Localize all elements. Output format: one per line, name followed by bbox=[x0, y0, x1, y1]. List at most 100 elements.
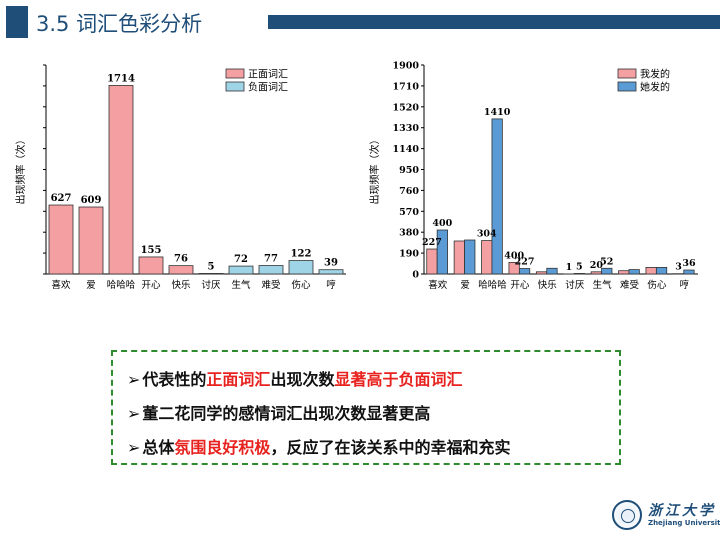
y-tick-label: 760 bbox=[399, 186, 419, 197]
x-tick-label: 快乐 bbox=[538, 279, 558, 291]
bar bbox=[426, 248, 438, 275]
x-tick-label: 讨厌 bbox=[565, 279, 585, 291]
bar bbox=[645, 266, 657, 275]
university-logo: 浙江大学 Zhejiang University bbox=[612, 500, 720, 533]
bar bbox=[618, 270, 630, 275]
data-label: 609 bbox=[81, 195, 102, 206]
data-label: 5 bbox=[208, 261, 215, 272]
y-axis-label: 出现频率（次） bbox=[14, 135, 27, 205]
chart-sender-comparison: 0 190 380 570 760 950 1140 1330 1520 1710 1900 出现频率… bbox=[360, 55, 705, 309]
data-label: 20 bbox=[590, 260, 604, 271]
data-label: 52 bbox=[600, 256, 613, 267]
data-label: 77 bbox=[264, 254, 278, 265]
y-tick-label: 1900 bbox=[393, 61, 420, 72]
x-tick-label: 难受 bbox=[261, 279, 280, 291]
x-tick-label: 开心 bbox=[510, 280, 530, 291]
y-tick-label: 1710 bbox=[393, 81, 420, 92]
x-tick-label: 伤心 bbox=[291, 279, 311, 291]
bar bbox=[464, 239, 476, 275]
x-tick-label: 哼 bbox=[680, 279, 690, 291]
bar bbox=[258, 265, 284, 275]
arrow-right-icon: ➢ bbox=[127, 370, 141, 389]
x-tick-label: 爱 bbox=[86, 279, 96, 291]
data-label: 1 bbox=[566, 262, 573, 273]
x-tick-label: 哈哈哈 bbox=[478, 279, 507, 291]
x-tick-label: 伤心 bbox=[647, 279, 667, 291]
x-tick-label: 哈哈哈 bbox=[107, 279, 136, 291]
bar bbox=[628, 269, 640, 275]
bar bbox=[168, 265, 194, 275]
bar bbox=[78, 206, 104, 275]
title-rule bbox=[268, 15, 720, 29]
bullet-text: 董二花同学的感情词汇出现次数显著更高 bbox=[142, 404, 431, 423]
bullet-text: ，反应了在该关系中的幸福和充实 bbox=[270, 438, 511, 457]
bullet-text: 代表性的 bbox=[142, 370, 207, 389]
bar bbox=[590, 271, 602, 275]
bar bbox=[481, 240, 493, 275]
legend-swatch bbox=[617, 68, 637, 79]
y-tick-label: 380 bbox=[399, 228, 419, 239]
x-tick-label: 喜欢 bbox=[428, 279, 448, 291]
legend-swatch bbox=[225, 68, 245, 79]
legend-label: 她发的 bbox=[640, 81, 670, 94]
bar bbox=[108, 85, 134, 275]
bar bbox=[573, 273, 585, 275]
data-label: 304 bbox=[477, 229, 497, 240]
data-label: 76 bbox=[174, 254, 188, 265]
data-label: 72 bbox=[234, 254, 248, 265]
x-tick-label: 快乐 bbox=[171, 279, 191, 291]
arrow-right-icon: ➢ bbox=[127, 438, 141, 457]
bar bbox=[655, 266, 668, 275]
data-label: 227 bbox=[422, 237, 442, 248]
data-label: 3 bbox=[675, 262, 682, 273]
y-axis-label: 出现频率（次） bbox=[368, 135, 381, 205]
legend-label: 正面词汇 bbox=[248, 68, 288, 81]
bullet-text: 总体 bbox=[142, 438, 175, 457]
x-tick-label: 哼 bbox=[326, 279, 336, 291]
x-tick-label: 喜欢 bbox=[51, 279, 71, 291]
bar bbox=[48, 204, 74, 275]
summary-bullet-3: ➢ 总体氛围良好积极，反应了在该关系中的幸福和充实 bbox=[127, 434, 510, 458]
bar bbox=[198, 273, 224, 275]
highlight-text: 正面词汇 bbox=[206, 370, 271, 389]
data-label: 36 bbox=[682, 258, 696, 269]
bar bbox=[491, 118, 503, 275]
y-tick-label: 190 bbox=[399, 249, 419, 260]
y-tick-label: 0 bbox=[412, 270, 419, 281]
chart-positive-negative: 出现频率（次） 627 喜欢 609 爱 1714 哈哈哈 155 开心 76 快乐 5 讨厌 72 生气 7… bbox=[8, 55, 353, 309]
legend-swatch bbox=[617, 81, 637, 92]
chart-svg: 019038057076095011401330152017101900出现频率… bbox=[368, 61, 698, 291]
data-label: 5 bbox=[576, 261, 583, 272]
bar bbox=[318, 269, 344, 275]
university-name-en: Zhejiang University bbox=[648, 519, 720, 527]
chart-svg: 出现频率（次） 627 喜欢 609 爱 1714 哈哈哈 155 开心 76 快乐 5 讨厌 72 生气 7… bbox=[14, 64, 346, 291]
data-label: 155 bbox=[141, 245, 162, 256]
y-tick-label: 570 bbox=[399, 207, 419, 218]
data-label: 400 bbox=[432, 218, 452, 229]
legend-label: 我发的 bbox=[640, 68, 670, 81]
bar bbox=[453, 240, 465, 275]
summary-bullet-1: ➢ 代表性的正面词汇出现次数显著高于负面词汇 bbox=[127, 366, 462, 390]
x-tick-label: 讨厌 bbox=[201, 279, 221, 291]
bar bbox=[683, 269, 695, 275]
x-tick-label: 生气 bbox=[231, 279, 251, 291]
bar bbox=[436, 229, 448, 275]
bar bbox=[546, 267, 558, 275]
slide-title-bar: 3.5 词汇色彩分析 bbox=[0, 6, 720, 38]
data-label: 122 bbox=[291, 249, 312, 260]
data-label: 400 bbox=[504, 250, 524, 261]
data-label: 627 bbox=[51, 193, 72, 204]
bar bbox=[601, 267, 613, 275]
legend-swatch bbox=[225, 81, 245, 92]
data-label: 39 bbox=[324, 258, 338, 269]
highlight-text: 显著高于负面词汇 bbox=[334, 370, 463, 389]
slide-title: 3.5 词汇色彩分析 bbox=[36, 12, 203, 36]
bar bbox=[518, 268, 531, 275]
highlight-text: 氛围良好积极 bbox=[174, 438, 271, 457]
bar bbox=[535, 271, 548, 275]
y-tick-label: 1330 bbox=[393, 123, 420, 134]
data-label: 1410 bbox=[484, 107, 511, 118]
university-seal-icon bbox=[612, 500, 642, 530]
x-tick-label: 难受 bbox=[620, 279, 639, 291]
bar bbox=[288, 260, 314, 275]
